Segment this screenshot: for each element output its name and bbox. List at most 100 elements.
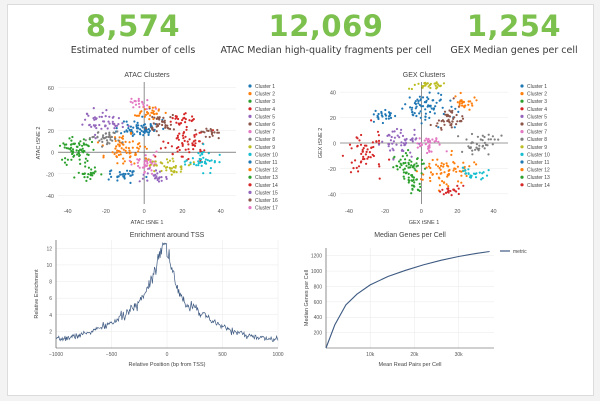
scatter-point <box>133 99 136 103</box>
scatter-point <box>457 110 460 113</box>
scatter-point <box>202 151 205 154</box>
scatter-point <box>404 158 407 161</box>
scatter-point <box>411 110 414 114</box>
x-axis-label: ATAC tSNE 1 <box>131 220 164 226</box>
scatter-point <box>413 112 416 115</box>
scatter-point <box>424 115 427 118</box>
scatter-point <box>65 147 68 150</box>
scatter-point <box>127 127 130 130</box>
scatter-point <box>129 100 132 103</box>
scatter-point <box>470 142 473 145</box>
scatter-point <box>462 161 465 164</box>
scatter-point <box>408 159 411 162</box>
scatter-point <box>430 107 433 110</box>
scatter-point <box>428 150 431 153</box>
scatter-point <box>448 121 451 124</box>
scatter-point <box>183 139 186 142</box>
scatter-point <box>213 160 216 163</box>
scatter-point <box>176 134 179 137</box>
scatter-point <box>458 104 461 107</box>
scatter-point <box>460 174 463 177</box>
scatter-point <box>170 169 173 172</box>
scatter-point <box>418 182 421 185</box>
scatter-point <box>123 130 126 133</box>
scatter-point <box>453 167 456 170</box>
legend-label: Cluster 1 <box>527 84 547 90</box>
scatter-point <box>429 83 432 86</box>
scatter-point <box>118 144 121 147</box>
scatter-point <box>436 158 439 161</box>
scatter-point <box>84 161 87 164</box>
scatter-point <box>194 142 197 145</box>
scatter-point <box>102 154 105 157</box>
scatter-point <box>445 183 448 186</box>
scatter-point <box>154 160 157 163</box>
scatter-point <box>497 138 500 141</box>
scatter-point <box>108 142 111 145</box>
scatter-point <box>137 164 140 168</box>
scatter-point <box>435 101 438 104</box>
scatter-point <box>197 164 200 167</box>
scatter-point <box>184 163 187 166</box>
scatter-point <box>440 93 443 96</box>
scatter-point <box>439 190 442 193</box>
scatter-point <box>427 97 430 101</box>
scatter-point <box>121 173 124 176</box>
scatter-point <box>420 143 423 146</box>
scatter-point <box>400 128 403 131</box>
scatter-point <box>88 123 91 126</box>
y-tick-label: 20 <box>330 116 336 122</box>
scatter-point <box>171 113 174 117</box>
scatter-point <box>116 130 119 133</box>
scatter-point <box>378 177 381 180</box>
cluster-points <box>429 97 465 131</box>
scatter-point <box>138 112 141 115</box>
scatter-point <box>173 170 176 173</box>
scatter-point <box>194 139 197 142</box>
scatter-point <box>414 102 417 106</box>
scatter-point <box>115 151 118 154</box>
scatter-point <box>153 164 156 167</box>
scatter-point <box>93 118 96 121</box>
scatter-point <box>384 113 387 116</box>
scatter-point <box>197 160 200 163</box>
metric-value: 8,574 <box>85 9 181 43</box>
scatter-point <box>418 103 421 107</box>
chart-title: Enrichment around TSS <box>130 232 205 239</box>
scatter-point <box>150 111 153 114</box>
scatter-point <box>359 161 362 164</box>
scatter-point <box>121 141 124 144</box>
scatter-point <box>136 158 139 161</box>
scatter-point <box>148 118 151 121</box>
scatter-point <box>392 166 395 169</box>
scatter-point <box>70 139 73 142</box>
scatter-point <box>410 87 413 91</box>
metric-estimated-cells: 8,574 Estimated number of cells <box>48 9 218 57</box>
scatter-point <box>440 126 443 130</box>
scatter-point <box>460 181 463 184</box>
legend-swatch <box>520 130 524 134</box>
scatter-point <box>87 114 90 117</box>
scatter-point <box>419 110 422 113</box>
legend-label: Cluster 1 <box>255 84 275 90</box>
scatter-point <box>385 117 388 120</box>
scatter-point <box>216 128 219 132</box>
scatter-point <box>89 177 92 181</box>
scatter-point <box>192 163 196 166</box>
scatter-point <box>410 155 413 158</box>
scatter-point <box>388 143 391 146</box>
scatter-point <box>180 155 183 158</box>
scatter-point <box>375 140 378 143</box>
scatter-point <box>137 150 140 153</box>
scatter-point <box>440 162 443 165</box>
scatter-point <box>122 148 125 151</box>
scatter-point <box>108 133 111 136</box>
scatter-point <box>82 150 86 153</box>
scatter-point <box>141 177 144 180</box>
scatter-point <box>84 165 87 168</box>
scatter-point <box>422 162 425 165</box>
scatter-point <box>113 122 116 125</box>
scatter-point <box>71 150 75 153</box>
scatter-point <box>143 145 147 148</box>
scatter-point <box>370 146 373 149</box>
